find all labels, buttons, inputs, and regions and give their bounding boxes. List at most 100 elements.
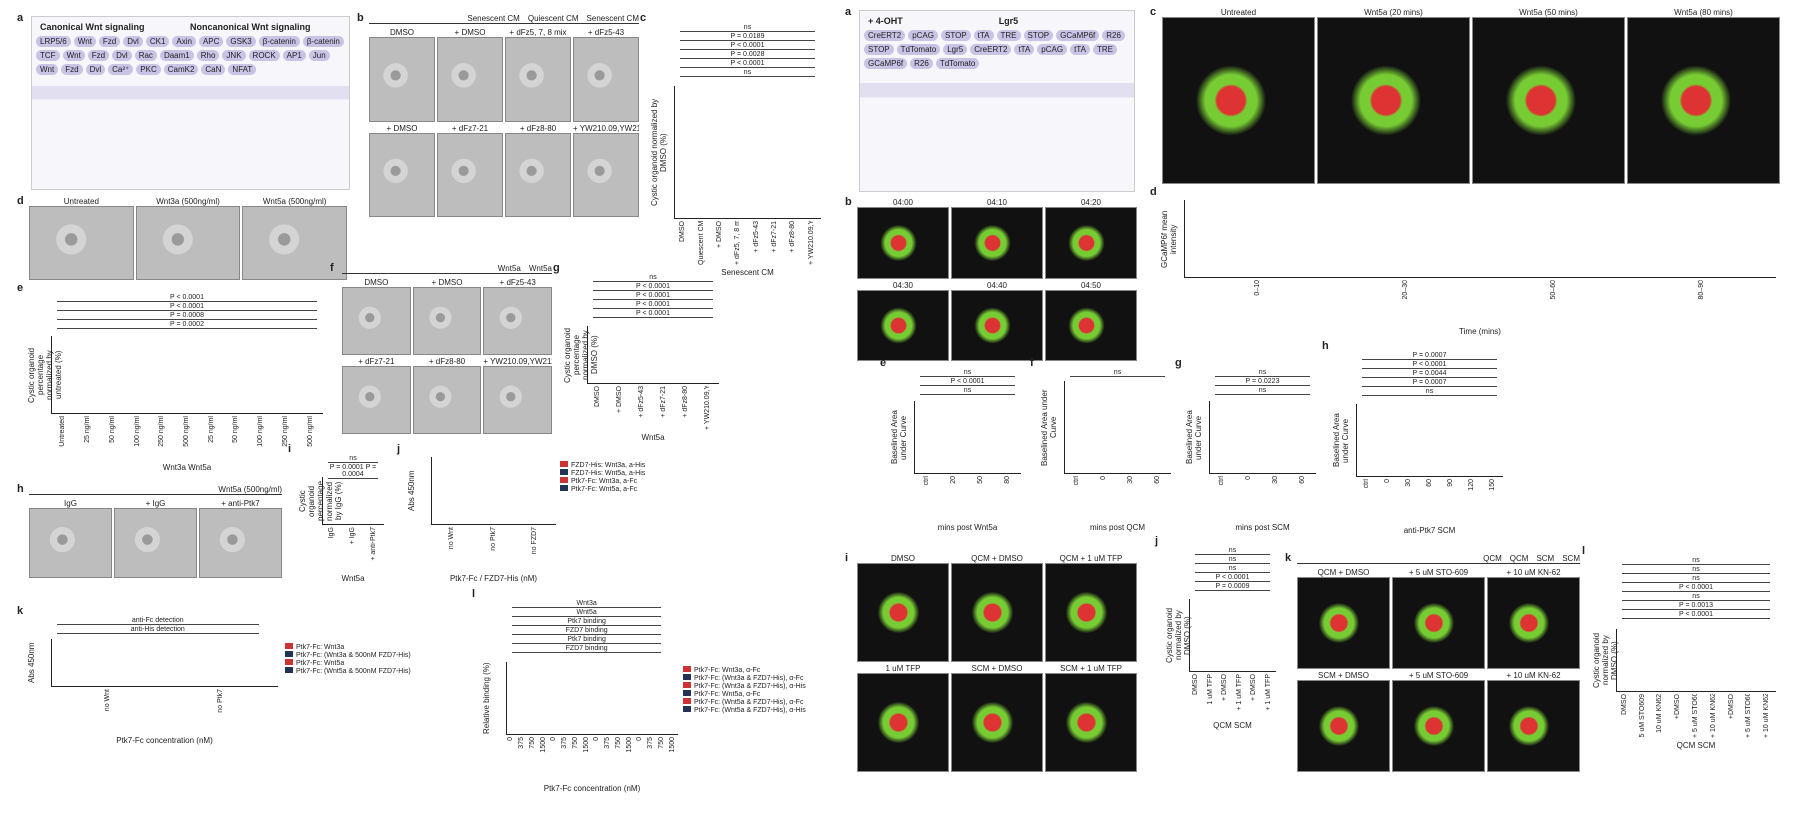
diagram-node: Ca²⁺	[108, 64, 134, 75]
x-tick-label: + dFz7-21	[660, 386, 667, 418]
x-tick-label: 30	[1271, 476, 1279, 484]
group-header: Wnt5a (500ng/ml)	[218, 485, 282, 494]
x-tick-label: 30	[1126, 476, 1134, 484]
x-tick-label: 1500	[582, 737, 590, 753]
x-tick-label: + IgG	[349, 527, 356, 545]
image-caption: DMSO	[364, 278, 389, 287]
micrograph	[857, 207, 949, 279]
x-tick-label: 50 ng/ml	[232, 416, 240, 443]
image-caption: 04:10	[986, 198, 1008, 207]
panel: i Cystic organoid percentage normalized b…	[288, 443, 388, 583]
significance-label: P = 0.0044	[1362, 370, 1497, 378]
micrograph	[114, 508, 197, 578]
image-caption: Wnt5a (500ng/ml)	[262, 197, 327, 206]
x-tick-label: 50	[976, 476, 984, 484]
diagram-node: tTA	[973, 30, 994, 41]
x-tick-label: 60	[1298, 476, 1306, 484]
x-tick-label: 1 uM TFP	[1206, 674, 1214, 705]
image-cell: + 10 uM KN-62	[1487, 671, 1580, 772]
image-caption: Untreated	[63, 197, 99, 206]
legend-entry: FZD7-His: Wnt5a, a-His	[560, 469, 670, 477]
image-caption: SCM + DMSO	[971, 664, 1023, 673]
panel: b Senescent CM Quiescent CM Senescent CM DMS…	[357, 12, 639, 217]
diagram-node: GCaMP6f	[864, 58, 908, 69]
axes	[1189, 599, 1276, 672]
diagram-node: STOP	[864, 44, 894, 55]
x-tick-label: 120	[1467, 479, 1475, 491]
panel: h Wnt5a (500ng/ml) IgG + IgG + anti-Ptk7	[17, 483, 282, 578]
image-cell: + IgG	[114, 499, 197, 578]
image-cell: SCM + 1 uM TFP	[1045, 664, 1137, 772]
significance-label: anti-Fc detection	[57, 617, 259, 625]
group-header: SCM	[1536, 554, 1555, 563]
micrograph	[1297, 680, 1390, 772]
image-caption: + DMSO	[386, 123, 418, 133]
panel-label: h	[1322, 340, 1329, 352]
x-tick-label: + dFz7-21	[771, 221, 779, 253]
y-axis-label: Cystic organoid normalized by DMSO (%)	[1592, 632, 1619, 689]
x-tick-label: 0–10	[1254, 280, 1261, 296]
micrograph	[1297, 577, 1390, 669]
micrograph	[1392, 680, 1485, 772]
image-caption: + 10 uM KN-62	[1506, 671, 1561, 680]
micrograph	[369, 132, 435, 217]
image-grid: Senescent CM Quiescent CM Senescent CM DMSO…	[357, 14, 639, 217]
x-tick-label: + dFz5-43	[638, 386, 645, 418]
x-axis-label: mins post SCM	[1235, 523, 1290, 532]
diagram-node: CaN	[201, 64, 226, 75]
micrograph	[573, 132, 639, 217]
group-header: QCM	[1483, 554, 1502, 563]
x-tick-label: 25 ng/ml	[84, 416, 92, 443]
image-caption: + dFz8-80	[428, 357, 466, 366]
micrograph	[951, 563, 1043, 662]
group-header: Wnt5a	[528, 264, 552, 273]
image-cell: + anti-Ptk7	[199, 499, 282, 578]
panel: l Relative binding (%) Wnt3a Wnt5a Ptk7 bind…	[472, 588, 827, 793]
x-tick-label: 50 ng/ml	[108, 416, 116, 443]
micrograph	[505, 132, 571, 217]
x-axis-label: QCM SCM	[1676, 741, 1716, 750]
panel-label: l	[1582, 545, 1586, 557]
x-axis-label: Wnt3a Wnt5a	[162, 463, 212, 472]
x-tick-label: 750	[657, 737, 665, 749]
significance-label: ns	[1070, 369, 1165, 377]
legend-entry: Ptk7-Fc: (Wnt5a & 500nM FZD7-His)	[285, 667, 465, 675]
panel: c Untreated Wnt5a (20 mins) Wnt5a (50 mins)…	[1150, 6, 1780, 184]
image-caption: Wnt3a (500ng/ml)	[156, 197, 220, 206]
axes	[1184, 200, 1776, 278]
panel: c Cystic organoid normalized by DMSO (%) n…	[640, 12, 825, 277]
image-caption: 04:40	[986, 280, 1008, 290]
x-axis-label: QCM SCM	[1213, 721, 1252, 730]
diagram-node: TRE	[996, 30, 1021, 41]
x-tick-label: 0	[1383, 479, 1391, 483]
image-cell: + dFz7-21	[437, 124, 503, 217]
diagram-node: GSK3	[226, 36, 256, 47]
panel-label: f	[330, 262, 334, 274]
significance-label: P = 0.0002	[57, 321, 317, 329]
x-tick-label: 0	[550, 737, 558, 741]
diagram-node: Axin	[172, 36, 196, 47]
axes	[431, 457, 556, 525]
panel-label: g	[1175, 357, 1182, 369]
diagram-node: tTA	[1070, 44, 1090, 55]
micrograph	[1045, 289, 1137, 361]
axes	[322, 477, 384, 525]
diagram-node: Canonical Wnt signaling	[40, 22, 145, 32]
x-tick-label: no Ptk7	[217, 689, 225, 713]
legend-entry: Ptk7-Fc: (Wnt5a & FZD7-His), α-His	[683, 706, 825, 714]
x-tick-label: + YW210.09,YW211.82	[704, 386, 711, 430]
annotations: ns P < 0.0001 ns	[914, 369, 1021, 396]
image-caption: 04:30	[892, 280, 914, 290]
significance-label: P < 0.0001	[593, 310, 713, 318]
image-grid: Untreated Wnt3a (500ng/ml) Wnt5a (500ng/ml…	[17, 197, 348, 280]
x-tick-label: 90	[1446, 479, 1454, 487]
significance-label: P = 0.0189	[680, 33, 815, 41]
significance-label: P < 0.0001	[1622, 611, 1770, 619]
significance-label: ns	[1622, 575, 1770, 583]
image-caption: Wnt5a (20 mins)	[1364, 8, 1423, 17]
image-cell: DMSO	[342, 278, 411, 355]
legend-entry: Ptk7-Fc: Wnt5a, a-Fc	[560, 485, 670, 493]
significance-label: FZD7 binding	[512, 627, 662, 635]
significance-label: P < 0.0001	[680, 60, 815, 68]
micrograph	[29, 206, 134, 280]
